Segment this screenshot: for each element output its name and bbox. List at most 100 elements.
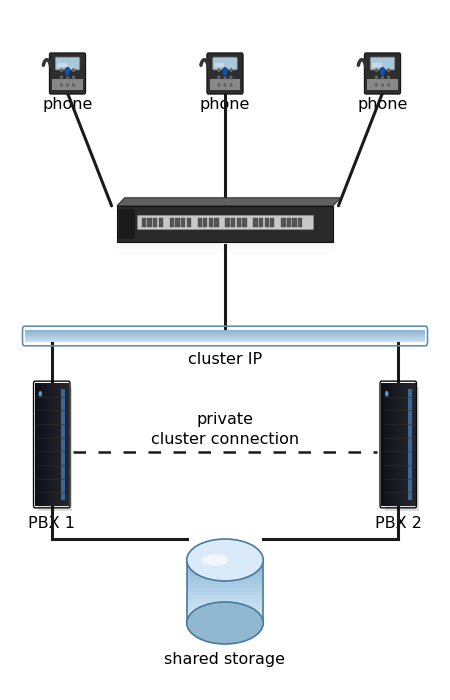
FancyBboxPatch shape	[231, 218, 235, 227]
FancyBboxPatch shape	[187, 587, 263, 592]
FancyBboxPatch shape	[187, 615, 263, 619]
FancyBboxPatch shape	[408, 389, 412, 500]
FancyBboxPatch shape	[117, 247, 333, 250]
FancyBboxPatch shape	[405, 384, 408, 505]
FancyBboxPatch shape	[259, 218, 263, 227]
FancyBboxPatch shape	[25, 340, 425, 342]
FancyBboxPatch shape	[25, 330, 425, 331]
Circle shape	[67, 83, 68, 86]
FancyBboxPatch shape	[37, 384, 40, 505]
Circle shape	[224, 83, 226, 86]
FancyBboxPatch shape	[40, 384, 43, 505]
FancyBboxPatch shape	[25, 333, 425, 334]
FancyBboxPatch shape	[389, 384, 392, 505]
FancyBboxPatch shape	[61, 384, 64, 505]
FancyBboxPatch shape	[207, 53, 243, 94]
FancyBboxPatch shape	[373, 63, 382, 67]
FancyBboxPatch shape	[119, 209, 135, 239]
Circle shape	[222, 67, 228, 76]
FancyBboxPatch shape	[253, 218, 257, 227]
FancyBboxPatch shape	[382, 384, 384, 505]
FancyBboxPatch shape	[210, 79, 240, 90]
FancyBboxPatch shape	[50, 53, 86, 94]
FancyBboxPatch shape	[187, 575, 263, 580]
FancyBboxPatch shape	[45, 384, 47, 505]
Circle shape	[382, 76, 383, 79]
Circle shape	[382, 83, 383, 86]
FancyBboxPatch shape	[187, 571, 263, 575]
Circle shape	[230, 69, 232, 71]
FancyBboxPatch shape	[137, 216, 313, 229]
Circle shape	[376, 76, 377, 79]
Circle shape	[376, 83, 377, 86]
FancyBboxPatch shape	[176, 218, 180, 227]
FancyBboxPatch shape	[58, 63, 67, 67]
FancyBboxPatch shape	[52, 384, 54, 505]
FancyBboxPatch shape	[66, 384, 69, 505]
FancyBboxPatch shape	[64, 384, 67, 505]
Circle shape	[218, 69, 220, 71]
FancyBboxPatch shape	[159, 218, 163, 227]
Circle shape	[388, 76, 389, 79]
FancyBboxPatch shape	[364, 53, 400, 94]
FancyBboxPatch shape	[391, 384, 394, 505]
FancyBboxPatch shape	[213, 57, 237, 70]
Circle shape	[376, 69, 377, 71]
FancyBboxPatch shape	[408, 384, 411, 505]
Text: phone: phone	[357, 97, 408, 112]
FancyBboxPatch shape	[215, 63, 224, 67]
Polygon shape	[385, 386, 419, 511]
FancyBboxPatch shape	[59, 384, 62, 505]
FancyBboxPatch shape	[25, 335, 425, 336]
FancyBboxPatch shape	[142, 218, 146, 227]
FancyBboxPatch shape	[117, 206, 333, 242]
Circle shape	[382, 69, 383, 71]
Circle shape	[61, 76, 62, 79]
Circle shape	[230, 76, 232, 79]
FancyBboxPatch shape	[403, 384, 406, 505]
FancyBboxPatch shape	[410, 384, 413, 505]
FancyBboxPatch shape	[398, 384, 401, 505]
Circle shape	[67, 76, 68, 79]
FancyBboxPatch shape	[187, 591, 263, 596]
Text: cluster connection: cluster connection	[151, 432, 299, 447]
FancyBboxPatch shape	[25, 337, 425, 338]
Circle shape	[230, 83, 232, 86]
Text: shared storage: shared storage	[165, 652, 285, 667]
Ellipse shape	[202, 554, 229, 566]
FancyBboxPatch shape	[187, 606, 263, 611]
FancyBboxPatch shape	[25, 334, 425, 335]
FancyBboxPatch shape	[187, 598, 263, 603]
FancyBboxPatch shape	[400, 384, 404, 505]
FancyBboxPatch shape	[298, 218, 302, 227]
FancyBboxPatch shape	[55, 57, 80, 70]
FancyBboxPatch shape	[396, 384, 399, 505]
FancyBboxPatch shape	[170, 218, 174, 227]
Text: PBX 1: PBX 1	[28, 517, 75, 531]
FancyBboxPatch shape	[148, 218, 152, 227]
FancyBboxPatch shape	[42, 384, 45, 505]
FancyBboxPatch shape	[117, 242, 333, 245]
Text: private: private	[197, 412, 253, 427]
FancyBboxPatch shape	[35, 384, 38, 505]
FancyBboxPatch shape	[203, 218, 207, 227]
Circle shape	[388, 69, 389, 71]
FancyBboxPatch shape	[25, 338, 425, 339]
Circle shape	[218, 76, 220, 79]
Circle shape	[385, 391, 389, 396]
Polygon shape	[39, 386, 72, 511]
FancyBboxPatch shape	[393, 384, 396, 505]
Text: cluster IP: cluster IP	[188, 352, 262, 367]
FancyBboxPatch shape	[270, 218, 274, 227]
FancyBboxPatch shape	[413, 384, 416, 505]
FancyBboxPatch shape	[187, 583, 263, 587]
FancyBboxPatch shape	[187, 579, 263, 584]
FancyBboxPatch shape	[25, 336, 425, 337]
FancyBboxPatch shape	[237, 218, 241, 227]
FancyBboxPatch shape	[117, 250, 333, 253]
FancyBboxPatch shape	[292, 218, 297, 227]
FancyBboxPatch shape	[47, 384, 50, 505]
FancyBboxPatch shape	[225, 218, 230, 227]
FancyBboxPatch shape	[57, 384, 59, 505]
FancyBboxPatch shape	[281, 218, 285, 227]
